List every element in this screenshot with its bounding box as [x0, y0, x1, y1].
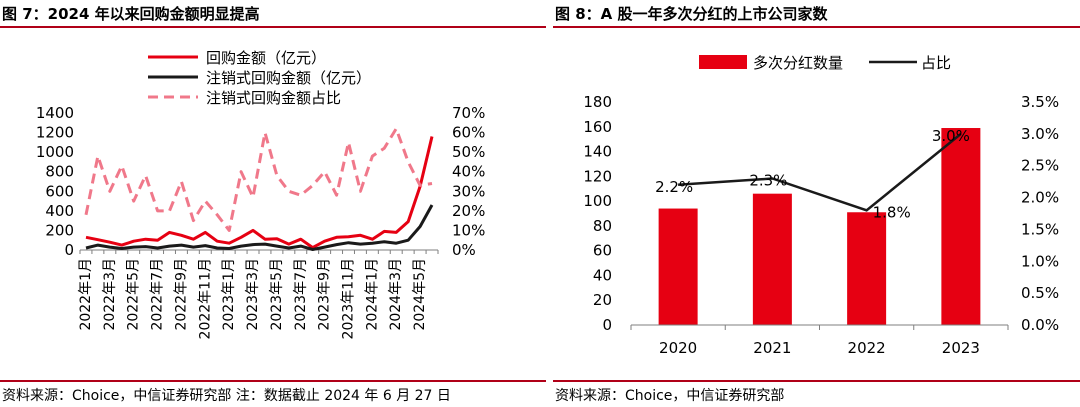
y-right-tick-label: 0.5% [1021, 284, 1059, 302]
right-chart-panel: 图 8：A 股一年多次分红的上市公司家数 0 20 40 60 80 100 120 140 1… [553, 0, 1080, 407]
y-right-tick-label: 0.0% [1021, 316, 1059, 334]
y-right-tick-label: 10% [452, 221, 485, 239]
left-chart-panel: 图 7：2024 年以来回购金额明显提高 0 200 400 600 800 1000 12… [0, 5, 546, 404]
y-right-tick-label: 20% [452, 202, 485, 220]
y-left-tick-label: 1200 [36, 124, 74, 142]
bar [752, 193, 792, 325]
y-right-tick-label: 30% [452, 182, 485, 200]
x-tick-label: 2022年1月 [78, 258, 94, 331]
y-right-tick-label: 0% [452, 241, 476, 259]
y-left-tick-label: 180 [583, 93, 612, 111]
x-tick-label: 2022年11月 [197, 258, 213, 339]
x-tick-label: 2020 [659, 339, 697, 357]
data-label: 3.0% [932, 127, 970, 145]
legend-label: 注销式回购金额（亿元） [206, 69, 371, 87]
x-tick-label: 2021 [753, 339, 791, 357]
legend-label: 注销式回购金额占比 [206, 89, 341, 107]
x-tick-label: 2023年7月 [293, 258, 309, 331]
y-left-tick-label: 0 [64, 241, 74, 259]
series-line [85, 204, 434, 251]
data-label: 1.8% [873, 203, 911, 221]
legend-label: 回购金额（亿元） [206, 49, 326, 67]
x-tick-label: 2023年1月 [221, 258, 237, 331]
y-left-tick-label: 0 [602, 316, 612, 334]
title-rule [553, 26, 1080, 28]
bar [658, 208, 698, 325]
x-tick-label: 2022年9月 [173, 258, 189, 331]
y-right-tick-label: 70% [452, 104, 485, 122]
x-tick-label: 2022年7月 [150, 258, 166, 331]
y-right-tick-label: 2.5% [1021, 157, 1059, 175]
series-line [678, 132, 962, 212]
y-left-tick-label: 80 [593, 217, 612, 235]
right-chart-svg: 0 20 40 60 80 100 120 140 160 180 0.0% 0.5% 1.0% 1.5%… [583, 54, 1059, 357]
y-left-tick-label: 20 [593, 291, 612, 309]
legend-label: 多次分红数量 [753, 54, 843, 72]
y-right-tick-label: 50% [452, 143, 485, 161]
y-left-tick-label: 800 [45, 163, 74, 181]
source-rule [553, 380, 1080, 382]
y-left-tick-label: 60 [593, 242, 612, 260]
x-tick-label: 2024年3月 [388, 258, 404, 331]
right-chart-source: 资料来源：Choice，中信证券研究部 [555, 388, 785, 404]
y-left-tick-label: 400 [45, 202, 74, 220]
y-right-tick-label: 1.5% [1021, 220, 1059, 238]
y-left-tick-label: 120 [583, 167, 612, 185]
y-right-tick-label: 40% [452, 163, 485, 181]
x-tick-label: 2024年5月 [412, 258, 428, 331]
data-label: 2.3% [749, 171, 787, 189]
x-tick-label: 2023年9月 [317, 258, 333, 331]
left-chart-source: 资料来源：Choice，中信证券研究部 注：数据截止 2024 年 6 月 27… [2, 388, 451, 404]
bar [847, 212, 887, 325]
bar [941, 128, 981, 325]
x-tick-label: 2023年5月 [269, 258, 285, 331]
x-tick-label: 2022年5月 [126, 258, 142, 331]
x-tick-label: 2024年1月 [364, 258, 380, 331]
right-chart-title: 图 8：A 股一年多次分红的上市公司家数 [555, 5, 828, 23]
y-left-tick-label: 1000 [36, 143, 74, 161]
x-tick-label: 2022年3月 [102, 258, 118, 331]
y-right-tick-label: 60% [452, 124, 485, 142]
y-left-tick-label: 200 [45, 221, 74, 239]
y-right-tick-label: 3.5% [1021, 93, 1059, 111]
y-left-tick-label: 600 [45, 182, 74, 200]
series-line [85, 136, 434, 250]
y-left-tick-label: 140 [583, 143, 612, 161]
left-chart-title: 图 7：2024 年以来回购金额明显提高 [2, 5, 260, 23]
title-rule [0, 26, 546, 28]
y-right-tick-label: 2.0% [1021, 189, 1059, 207]
series-line [84, 127, 433, 232]
legend-label: 占比 [921, 54, 951, 72]
source-rule [0, 380, 546, 382]
y-left-tick-label: 160 [583, 118, 612, 136]
y-right-tick-label: 1.0% [1021, 252, 1059, 270]
x-tick-label: 2023 [942, 339, 980, 357]
x-tick-label: 2023年3月 [245, 258, 261, 331]
x-tick-label: 2023年11月 [341, 258, 357, 339]
y-left-tick-label: 100 [583, 192, 612, 210]
data-label: 2.2% [655, 178, 693, 196]
legend-swatch [699, 55, 747, 69]
y-left-tick-label: 40 [593, 266, 612, 284]
y-right-tick-label: 3.0% [1021, 125, 1059, 143]
y-left-tick-label: 1400 [36, 104, 74, 122]
x-tick-label: 2022 [848, 339, 886, 357]
